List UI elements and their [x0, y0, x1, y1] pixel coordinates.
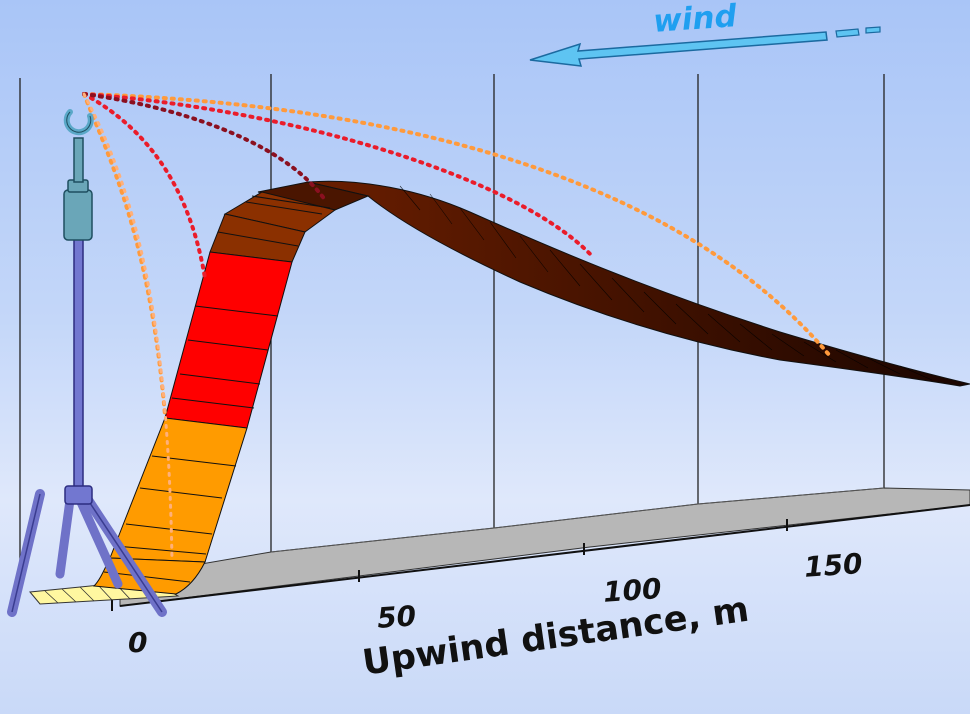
- grid-lines: [19, 74, 885, 588]
- distance-axis-line: [119, 504, 970, 607]
- contour-inner: [82, 92, 327, 202]
- contour-mid: [82, 92, 207, 280]
- ground-plane: [119, 487, 970, 607]
- footprint-ribbon: [92, 180, 970, 595]
- wind-label: wind: [652, 0, 738, 40]
- tick-label-50: 50: [376, 599, 418, 635]
- sensor-mast-icon: [7, 109, 167, 617]
- wind-direction-arrow-icon: [529, 26, 881, 67]
- ribbon-tail: [307, 180, 970, 387]
- tick-label-0: 0: [128, 626, 148, 659]
- contour-center-line: [82, 92, 174, 562]
- contour-mid: [82, 92, 594, 258]
- ribbon-band-red: [164, 251, 293, 429]
- tick-label-150: 150: [803, 546, 864, 584]
- ribbon-band-orange: [109, 417, 248, 563]
- contour-outer: [82, 92, 167, 417]
- contour-outer: [82, 92, 832, 358]
- footprint-contours: [82, 92, 832, 562]
- axis-ticks: [111, 519, 788, 611]
